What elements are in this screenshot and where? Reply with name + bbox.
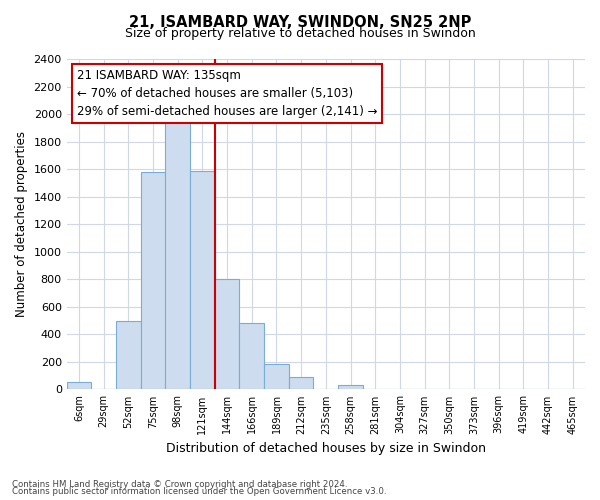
Bar — [264, 364, 289, 390]
Bar — [215, 280, 239, 390]
X-axis label: Distribution of detached houses by size in Swindon: Distribution of detached houses by size … — [166, 442, 486, 455]
Bar — [116, 320, 141, 390]
Text: 21, ISAMBARD WAY, SWINDON, SN25 2NP: 21, ISAMBARD WAY, SWINDON, SN25 2NP — [129, 15, 471, 30]
Text: Contains public sector information licensed under the Open Government Licence v3: Contains public sector information licen… — [12, 487, 386, 496]
Text: Contains HM Land Registry data © Crown copyright and database right 2024.: Contains HM Land Registry data © Crown c… — [12, 480, 347, 489]
Bar — [289, 377, 313, 390]
Bar — [239, 324, 264, 390]
Text: 21 ISAMBARD WAY: 135sqm
← 70% of detached houses are smaller (5,103)
29% of semi: 21 ISAMBARD WAY: 135sqm ← 70% of detache… — [77, 69, 377, 118]
Bar — [166, 121, 190, 390]
Bar — [141, 172, 166, 390]
Text: Size of property relative to detached houses in Swindon: Size of property relative to detached ho… — [125, 28, 475, 40]
Y-axis label: Number of detached properties: Number of detached properties — [15, 131, 28, 317]
Bar — [67, 382, 91, 390]
Bar — [338, 384, 363, 390]
Bar — [190, 170, 215, 390]
